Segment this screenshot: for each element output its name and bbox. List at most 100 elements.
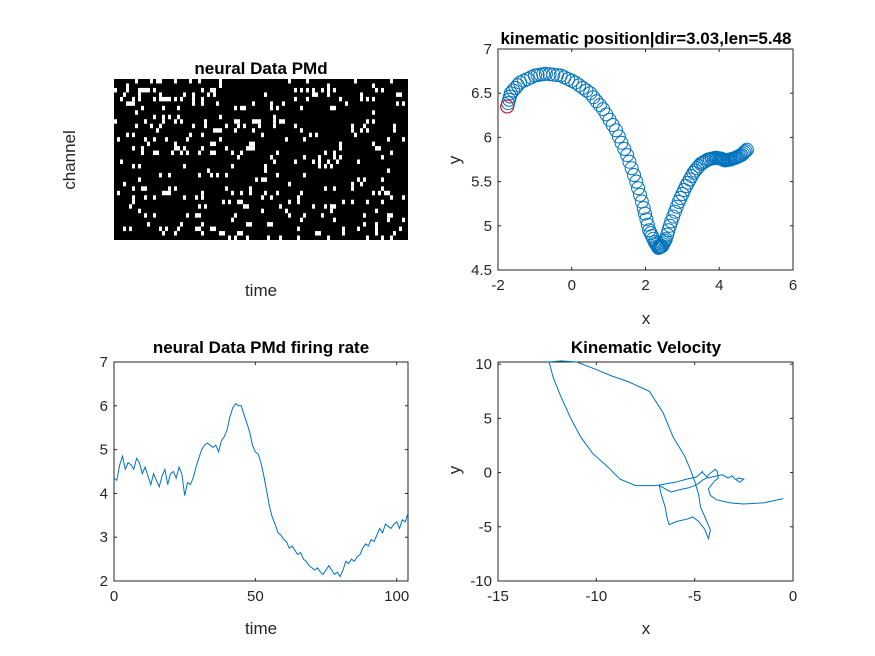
spike-cell xyxy=(357,226,360,232)
spike-cell xyxy=(231,217,234,223)
spike-cell xyxy=(300,190,303,196)
raster-xlabel: time xyxy=(245,281,277,300)
y-tick-label: 5 xyxy=(100,442,108,459)
spike-cell xyxy=(393,128,396,133)
spike-cell xyxy=(201,101,204,106)
spike-cell xyxy=(201,132,204,138)
spike-cell xyxy=(252,146,255,151)
x-tick-label: 0 xyxy=(110,588,118,605)
spike-cell xyxy=(381,177,384,182)
spike-cell xyxy=(294,123,297,129)
position-title: kinematic position|dir=3.03,len=5.48 xyxy=(500,29,791,48)
spike-cell xyxy=(336,159,339,164)
spike-cell xyxy=(171,150,174,156)
spike-cell xyxy=(222,231,225,236)
y-tick-label: 5 xyxy=(484,218,492,235)
spike-cell xyxy=(339,141,342,147)
spike-cell xyxy=(138,208,141,214)
spike-cell xyxy=(318,163,321,169)
spike-cell xyxy=(237,155,240,160)
spike-cell xyxy=(132,96,135,102)
spike-cell xyxy=(375,87,378,93)
spike-cell xyxy=(213,141,216,147)
spike-cell xyxy=(294,87,297,93)
spike-cell xyxy=(363,123,366,129)
spike-cell xyxy=(144,195,147,200)
spike-cell xyxy=(339,155,342,160)
spike-cell xyxy=(132,195,135,200)
spike-cell xyxy=(219,83,222,88)
velocity-ylabel: y xyxy=(445,465,464,474)
spike-cell xyxy=(273,159,276,164)
spike-cell xyxy=(201,231,204,236)
spike-cell xyxy=(231,150,234,156)
position-marker xyxy=(735,146,750,161)
velocity-trajectory xyxy=(548,360,784,541)
x-tick-label: 100 xyxy=(384,588,409,605)
spike-cell xyxy=(159,92,162,97)
spike-cell xyxy=(333,217,336,223)
spike-cell xyxy=(333,155,336,160)
spike-cell xyxy=(213,92,216,97)
spike-cell xyxy=(357,159,360,164)
spike-cell xyxy=(381,235,384,240)
spike-cell xyxy=(186,137,189,142)
spike-cell xyxy=(159,79,162,84)
spike-cell xyxy=(219,114,222,120)
spike-cell xyxy=(213,226,216,232)
spike-cell xyxy=(324,204,327,209)
velocity-xlabel: x xyxy=(642,619,651,638)
spike-cell xyxy=(207,168,210,173)
spike-cell xyxy=(183,92,186,97)
spike-cell xyxy=(384,190,387,196)
spike-cell xyxy=(264,190,267,196)
spike-cell xyxy=(402,137,405,142)
spike-cell xyxy=(144,213,147,218)
position-marker xyxy=(636,201,651,216)
spike-cell xyxy=(366,199,369,205)
spike-cell xyxy=(165,96,168,102)
spike-cell xyxy=(354,132,357,138)
y-tick-label: 5 xyxy=(484,410,492,427)
spike-cell xyxy=(372,83,375,88)
y-tick-label: 6 xyxy=(484,129,492,146)
spike-cell xyxy=(246,204,249,209)
spike-cell xyxy=(330,204,333,209)
spike-cell xyxy=(192,101,195,106)
firing-xlabel: time xyxy=(245,619,277,638)
spike-cell xyxy=(201,222,204,227)
spike-cell xyxy=(252,128,255,133)
spike-cell xyxy=(324,186,327,191)
spike-cell xyxy=(216,101,219,106)
spike-cell xyxy=(240,150,243,156)
spike-cell xyxy=(156,79,159,84)
spike-cell xyxy=(213,128,216,133)
y-tick-label: 6 xyxy=(100,398,108,415)
spike-cell xyxy=(195,195,198,200)
raster-ylabel: channel xyxy=(60,130,79,190)
position-marker xyxy=(542,67,557,82)
spike-cell xyxy=(234,119,237,124)
spike-cell xyxy=(132,186,135,191)
spike-cell xyxy=(372,190,375,196)
spike-cell xyxy=(255,177,258,182)
spike-cell xyxy=(237,119,240,124)
spike-cell xyxy=(132,132,135,138)
position-marker xyxy=(739,142,754,157)
spike-cell xyxy=(390,195,393,200)
spike-cell xyxy=(261,177,264,182)
spike-cell xyxy=(402,195,405,200)
raster-title: neural Data PMd xyxy=(194,59,327,78)
spike-cell xyxy=(339,96,342,102)
spike-cell xyxy=(120,96,123,102)
spike-cell xyxy=(177,114,180,120)
spike-cell xyxy=(201,146,204,151)
spike-cell xyxy=(261,195,264,200)
spike-cell xyxy=(132,146,135,151)
spike-cell xyxy=(330,208,333,214)
spike-cell xyxy=(126,132,129,138)
spike-cell xyxy=(264,163,267,169)
spike-cell xyxy=(168,186,171,191)
spike-cell xyxy=(234,128,237,133)
spike-cell xyxy=(282,119,285,124)
